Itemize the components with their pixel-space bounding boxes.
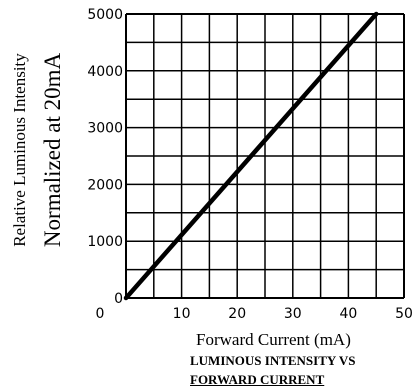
x-tick-label: 10 bbox=[173, 306, 191, 322]
x-tick-label: 30 bbox=[284, 306, 302, 322]
y-axis-label-line-1: Relative Luminous Intensity bbox=[10, 53, 29, 247]
x-tick-label: 0 bbox=[96, 306, 105, 322]
y-tick-label: 0 bbox=[114, 291, 123, 307]
series-lines bbox=[123, 11, 379, 301]
x-tick-label: 20 bbox=[228, 306, 246, 322]
chart-title-line-2: FORWARD CURRENT bbox=[190, 372, 325, 387]
y-tick-label: 5000 bbox=[87, 7, 123, 23]
y-tick-label: 1000 bbox=[87, 234, 123, 250]
x-tick-label: 50 bbox=[395, 306, 413, 322]
chart-grid bbox=[125, 13, 405, 299]
y-tick-label: 4000 bbox=[87, 64, 123, 80]
y-axis-label-line-2: Normalized at 20mA bbox=[40, 53, 65, 248]
y-tick-label: 2000 bbox=[87, 177, 123, 193]
x-axis-label: Forward Current (mA) bbox=[196, 330, 351, 349]
x-tick-label: 40 bbox=[339, 306, 357, 322]
y-tick-label: 3000 bbox=[87, 121, 123, 137]
series-line bbox=[123, 11, 379, 301]
tick-labels: 0 1000 2000 3000 4000 5000 10 20 30 40 50 0 bbox=[87, 7, 413, 322]
chart-title-line-1: LUMINOUS INTENSITY VS bbox=[190, 353, 356, 368]
